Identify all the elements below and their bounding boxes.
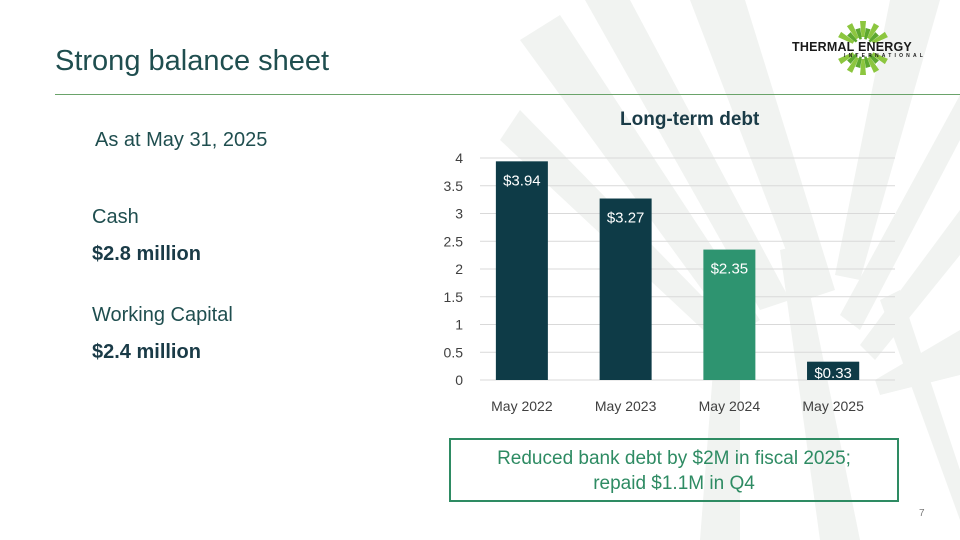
y-tick-label: 2.5 (444, 233, 464, 249)
y-tick-label: 0 (455, 372, 463, 388)
working-capital-value: $2.4 million (92, 341, 201, 363)
logo-subtext: INTERNATIONAL (844, 53, 927, 59)
working-capital-label: Working Capital (92, 304, 233, 326)
x-tick-label: May 2024 (699, 398, 761, 414)
y-tick-label: 1 (455, 317, 463, 333)
callout-line-2: repaid $1.1M in Q4 (593, 473, 755, 494)
data-label: $0.33 (814, 365, 852, 382)
page-title: Strong balance sheet (55, 45, 330, 77)
data-label: $3.27 (607, 210, 645, 227)
logo-wordmark: THERMAL ENERGY (792, 40, 912, 54)
sunburst-logo-icon (838, 21, 888, 75)
data-label: $3.94 (503, 172, 541, 189)
y-tick-label: 2 (455, 261, 463, 277)
data-label: $2.35 (711, 261, 749, 278)
y-tick-label: 1.5 (444, 289, 464, 305)
callout-box: Reduced bank debt by $2M in fiscal 2025;… (449, 438, 899, 502)
long-term-debt-chart: 0 0.5 1 1.5 2 2.5 3 3.5 4 $3.94 May 2022 $3.27 May 2… (444, 150, 895, 414)
y-tick-label: 0.5 (444, 344, 464, 360)
x-tick-label: May 2022 (491, 398, 553, 414)
y-tick-label: 4 (455, 150, 463, 166)
as-at-date: As at May 31, 2025 (95, 129, 268, 151)
last-label-backdrop (807, 362, 860, 380)
x-tick-label: May 2023 (595, 398, 657, 414)
bar (495, 161, 548, 380)
company-logo: THERMAL ENERGY INTERNATIONAL (792, 20, 937, 76)
callout-line-1: Reduced bank debt by $2M in fiscal 2025; (497, 448, 851, 469)
y-tick-label: 3.5 (444, 178, 464, 194)
page-number: 7 (919, 508, 925, 519)
cash-value: $2.8 million (92, 243, 201, 265)
bar (599, 198, 652, 380)
title-divider (55, 94, 960, 95)
y-tick-label: 3 (455, 206, 463, 222)
chart-title: Long-term debt (620, 109, 760, 130)
bar (703, 249, 756, 380)
cash-label: Cash (92, 206, 139, 228)
x-tick-label: May 2025 (802, 398, 864, 414)
